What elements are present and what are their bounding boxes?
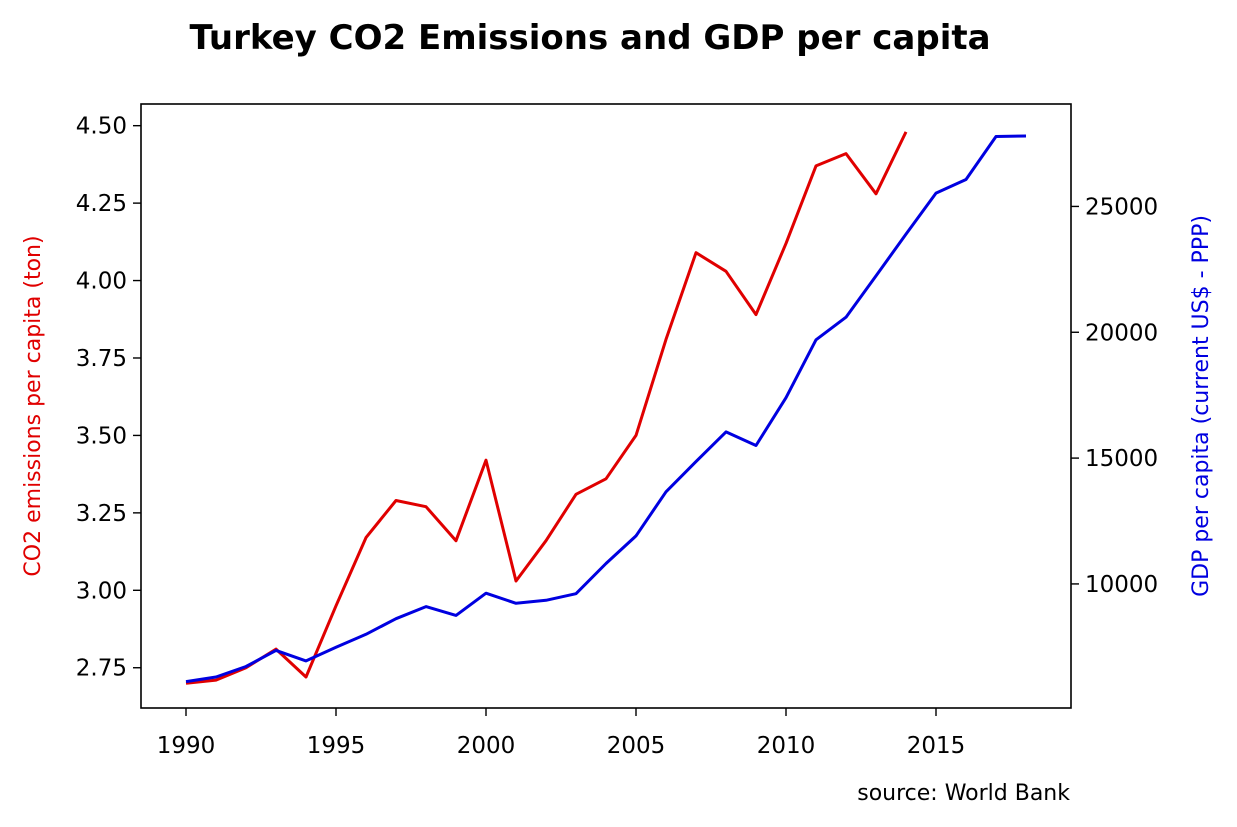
y-right-tick-label: 25000 [1085, 194, 1158, 220]
y-left-tick-label: 3.50 [76, 423, 127, 449]
source-annotation: source: World Bank [857, 781, 1070, 806]
y-right-tick-label: 20000 [1085, 320, 1158, 346]
y-left-tick-label: 4.25 [76, 191, 127, 217]
y-left-tick-label: 2.75 [76, 656, 127, 682]
x-tick-label: 2005 [607, 733, 666, 759]
plot-area: 1990 1995 2000 2005 2010 2015 2.75 3.00 3.25 3.50… [76, 114, 1158, 759]
y-right-tick-label: 10000 [1085, 572, 1158, 598]
x-tick-label: 1990 [157, 733, 216, 759]
y-left-tick-label: 4.50 [76, 114, 127, 140]
y-right-tick-label: 15000 [1085, 446, 1158, 472]
x-tick-label: 2015 [907, 733, 966, 759]
y-left-tick-label: 4.00 [76, 269, 127, 295]
chart-title: Turkey CO2 Emissions and GDP per capita [189, 18, 990, 58]
plot-frame [140, 103, 1072, 709]
gdp-series-line [185, 134, 1027, 684]
y-axis-right-label: GDP per capita (current US$ - PPP) [1189, 215, 1214, 597]
x-tick-label: 2010 [757, 733, 816, 759]
y-left-tick-label: 3.75 [76, 346, 127, 372]
x-tick-label: 1995 [307, 733, 366, 759]
x-tick-label: 2000 [457, 733, 516, 759]
y-left-tick-label: 3.00 [76, 578, 127, 604]
y-axis-left-label: CO2 emissions per capita (ton) [21, 235, 46, 576]
co2-series-line [185, 131, 908, 685]
y-left-tick-label: 3.25 [76, 501, 127, 527]
